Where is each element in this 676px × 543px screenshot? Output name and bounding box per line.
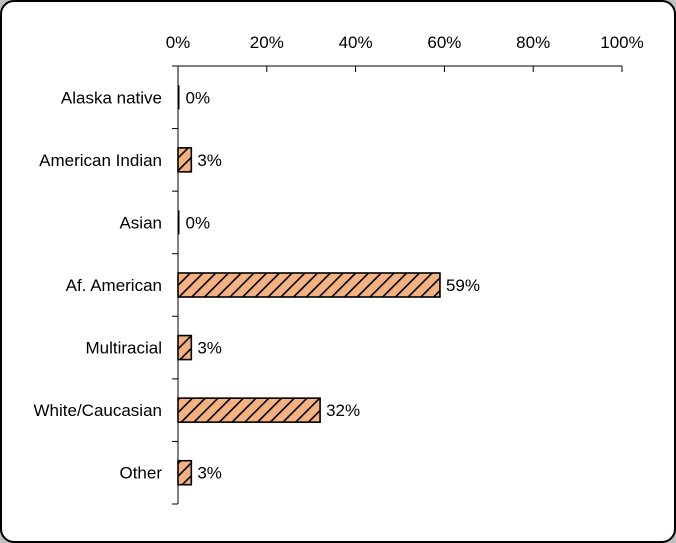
value-labels: 0% 3% 0% 59% 3% 32% 3% [186, 88, 480, 482]
data-label: 3% [197, 151, 222, 170]
bar [177, 334, 193, 361]
x-tick-label: 0% [166, 33, 191, 52]
category-label: Asian [119, 213, 162, 232]
data-label: 32% [326, 401, 360, 420]
x-tick-labels: 0% 20% 40% 60% 80% 100% [166, 33, 644, 52]
category-label: American Indian [39, 151, 162, 170]
category-labels: Alaska native American Indian Asian Af. Ame… [33, 88, 162, 482]
bars [177, 85, 441, 486]
category-label: White/Caucasian [33, 401, 162, 420]
data-label: 59% [446, 276, 480, 295]
category-label: Alaska native [61, 88, 162, 107]
x-tick-label: 80% [516, 33, 550, 52]
category-label: Multiracial [85, 339, 162, 358]
bar [177, 147, 193, 173]
x-tick-label: 60% [427, 33, 461, 52]
bar [177, 272, 441, 298]
category-label: Other [119, 464, 162, 483]
bar [178, 85, 180, 110]
x-tick-label: 20% [250, 33, 284, 52]
x-tick-label: 40% [339, 33, 373, 52]
data-label: 3% [197, 339, 222, 358]
data-label: 0% [186, 213, 211, 232]
bar [177, 397, 321, 423]
bar [178, 210, 180, 235]
data-label: 3% [197, 464, 222, 483]
x-tick-label: 100% [600, 33, 643, 52]
category-label: Af. American [66, 276, 162, 295]
bar [177, 459, 193, 486]
data-label: 0% [186, 88, 211, 107]
axes [172, 65, 623, 505]
